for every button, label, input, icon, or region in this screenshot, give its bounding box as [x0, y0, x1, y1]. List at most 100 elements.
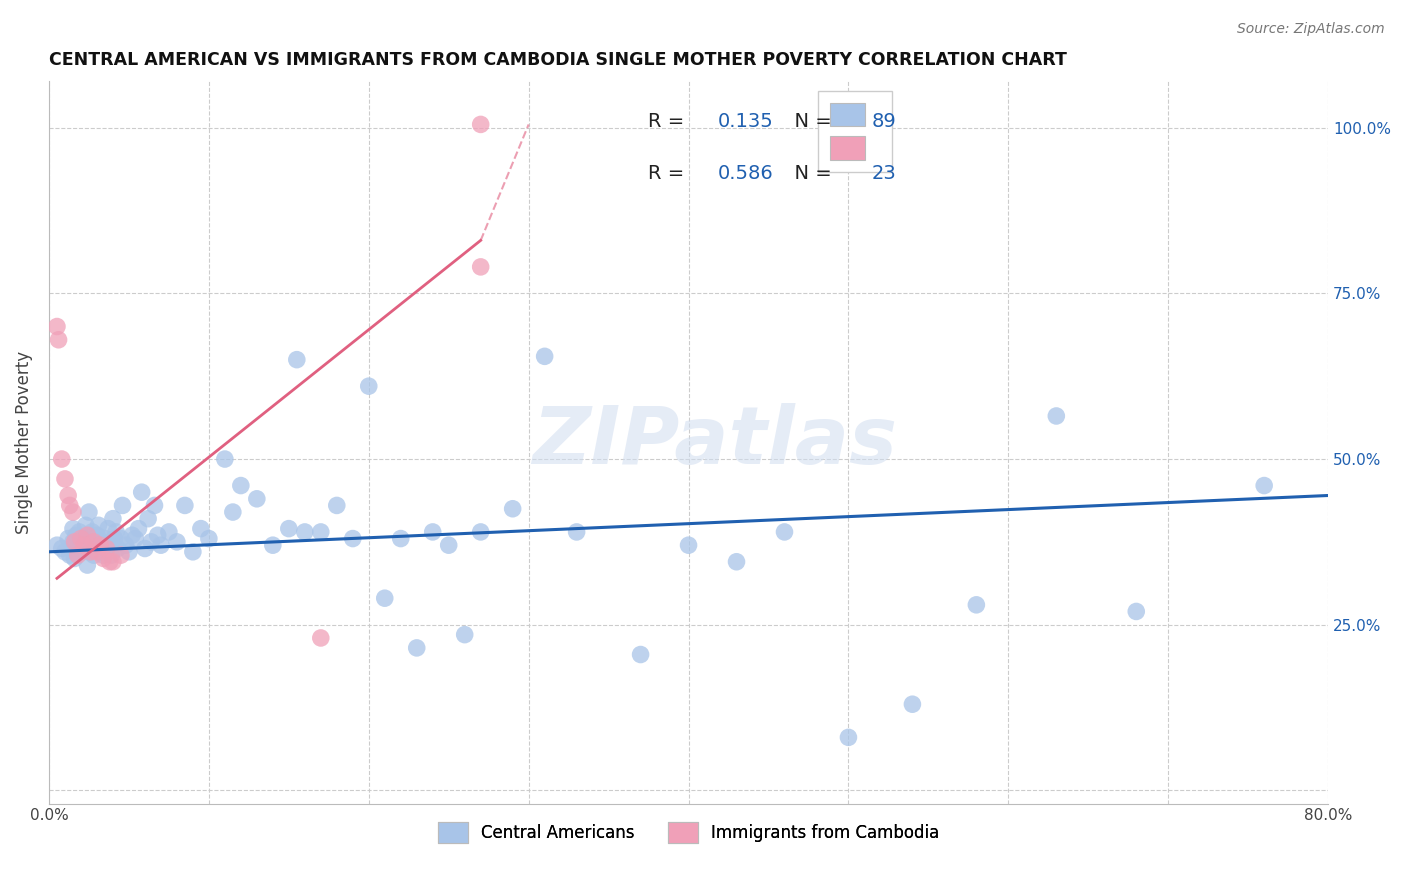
- Text: R =: R =: [648, 163, 690, 183]
- Point: [89, 545, 111, 559]
- Point: [136, 511, 159, 525]
- Point: [51, 452, 73, 467]
- Point: [70, 538, 93, 552]
- Text: ZIPatlas: ZIPatlas: [531, 403, 897, 482]
- Point: [285, 352, 308, 367]
- Point: [53, 545, 76, 559]
- Point: [222, 505, 245, 519]
- Point: [190, 522, 212, 536]
- Point: [63, 534, 86, 549]
- Point: [70, 532, 93, 546]
- Point: [89, 538, 111, 552]
- Point: [96, 541, 118, 556]
- Point: [725, 555, 748, 569]
- Text: 23: 23: [872, 163, 896, 183]
- Text: 89: 89: [872, 112, 896, 130]
- Point: [198, 532, 221, 546]
- Point: [46, 538, 69, 552]
- Point: [110, 532, 132, 546]
- Point: [470, 117, 492, 131]
- Point: [229, 478, 252, 492]
- Point: [901, 697, 924, 711]
- Text: 0.135: 0.135: [718, 112, 773, 130]
- Text: 0.586: 0.586: [718, 163, 773, 183]
- Text: CENTRAL AMERICAN VS IMMIGRANTS FROM CAMBODIA SINGLE MOTHER POVERTY CORRELATION C: CENTRAL AMERICAN VS IMMIGRANTS FROM CAMB…: [49, 51, 1067, 69]
- Point: [101, 555, 124, 569]
- Point: [118, 545, 141, 559]
- Point: [53, 472, 76, 486]
- Point: [77, 545, 100, 559]
- Point: [357, 379, 380, 393]
- Point: [96, 541, 118, 556]
- Point: [73, 538, 96, 552]
- Point: [62, 522, 84, 536]
- Point: [246, 491, 269, 506]
- Point: [98, 538, 121, 552]
- Point: [262, 538, 284, 552]
- Point: [773, 524, 796, 539]
- Point: [678, 538, 700, 552]
- Point: [121, 528, 143, 542]
- Point: [56, 532, 79, 546]
- Point: [73, 532, 96, 546]
- Point: [342, 532, 364, 546]
- Point: [149, 538, 172, 552]
- Point: [65, 528, 87, 542]
- Point: [94, 532, 117, 546]
- Point: [470, 260, 492, 274]
- Point: [62, 505, 84, 519]
- Point: [66, 548, 89, 562]
- Point: [965, 598, 987, 612]
- Point: [46, 319, 69, 334]
- Y-axis label: Single Mother Poverty: Single Mother Poverty: [15, 351, 32, 534]
- Point: [86, 545, 108, 559]
- Point: [277, 522, 299, 536]
- Point: [837, 731, 859, 745]
- Point: [63, 551, 86, 566]
- Point: [422, 524, 444, 539]
- Point: [98, 555, 121, 569]
- Point: [181, 545, 204, 559]
- Point: [105, 524, 128, 539]
- Point: [134, 541, 156, 556]
- Point: [1125, 604, 1147, 618]
- Point: [309, 631, 332, 645]
- Point: [90, 534, 112, 549]
- Point: [107, 541, 129, 556]
- Point: [131, 485, 153, 500]
- Point: [389, 532, 412, 546]
- Point: [91, 551, 114, 566]
- Point: [143, 499, 166, 513]
- Point: [124, 532, 146, 546]
- Point: [146, 528, 169, 542]
- Point: [166, 534, 188, 549]
- Point: [56, 488, 79, 502]
- Point: [111, 499, 134, 513]
- Point: [51, 541, 73, 556]
- Point: [565, 524, 588, 539]
- Point: [75, 518, 97, 533]
- Point: [374, 591, 396, 606]
- Point: [79, 545, 101, 559]
- Point: [630, 648, 652, 662]
- Text: R =: R =: [648, 112, 690, 130]
- Point: [1253, 478, 1275, 492]
- Point: [294, 524, 316, 539]
- Point: [110, 548, 132, 562]
- Point: [214, 452, 236, 467]
- Point: [72, 545, 94, 559]
- Point: [83, 534, 105, 549]
- Text: N =: N =: [782, 163, 838, 183]
- Point: [326, 499, 349, 513]
- Point: [84, 538, 107, 552]
- Point: [91, 548, 114, 562]
- Point: [141, 534, 163, 549]
- Point: [76, 558, 98, 572]
- Text: N =: N =: [782, 112, 838, 130]
- Point: [100, 548, 122, 562]
- Point: [103, 532, 125, 546]
- Point: [79, 534, 101, 549]
- Point: [128, 522, 150, 536]
- Point: [76, 528, 98, 542]
- Point: [157, 524, 180, 539]
